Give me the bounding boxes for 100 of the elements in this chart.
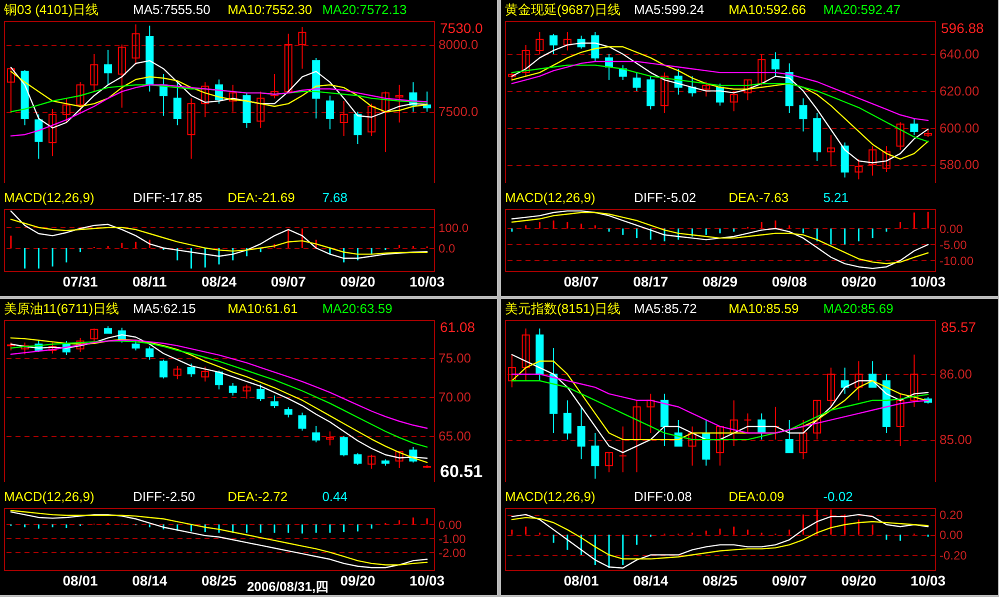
x-tick-label: 09/20 (340, 274, 376, 290)
candlestick (326, 95, 334, 130)
candlestick (48, 342, 57, 354)
candlestick (826, 367, 835, 408)
candlestick (896, 122, 904, 150)
candlestick (522, 328, 530, 382)
candlestick (813, 400, 822, 440)
candlestick (882, 146, 890, 172)
candlestick (201, 82, 210, 118)
line-series (10, 210, 428, 259)
chart-title: 美原油11(6711)日线 (4, 301, 120, 316)
series-label: DIFF:-2.50 (133, 489, 196, 504)
candlestick (90, 328, 98, 344)
candlestick (6, 66, 15, 114)
x-tick-label: 08/14 (132, 572, 168, 588)
x-tick-label: 08/01 (564, 572, 600, 588)
candlestick (368, 103, 376, 136)
text: MA5:599.24 (634, 2, 704, 17)
chart-title: MACD(12,26,9) (4, 489, 94, 504)
candlestick (660, 72, 669, 114)
candlestick (201, 366, 210, 382)
candlestick (758, 54, 766, 86)
x-tick-label: 08/25 (702, 572, 738, 588)
text: MA5:85.72 (634, 301, 697, 316)
x-tick-label: 09/20 (841, 572, 876, 588)
text: DEA:-21.69 (228, 190, 295, 205)
y-tick-label: -2.00 (438, 546, 466, 560)
candlestick (896, 393, 904, 447)
candlestick (688, 426, 696, 466)
chart-title: 黄金现延(9687)日线 (505, 2, 621, 17)
y-tick-label: 640.00 (940, 46, 980, 62)
line-series (511, 514, 929, 569)
candlestick (522, 44, 530, 77)
candlestick (563, 32, 572, 51)
candlestick (340, 100, 348, 136)
candlestick (256, 91, 265, 128)
x-tick-label: 08/07 (564, 274, 600, 290)
text: 60.51 (440, 462, 483, 481)
x-tick-label: 08/01 (62, 572, 98, 588)
candlestick (132, 340, 140, 351)
candlestick (118, 44, 126, 108)
y-tick-label: 0.00 (438, 518, 462, 532)
x-tick-label: 09/07 (270, 274, 306, 290)
candlestick (284, 406, 292, 418)
y-tick-label: -0.20 (940, 548, 968, 562)
x-tick-label: 10/03 (410, 572, 445, 588)
y-tick-label: 0.0 (438, 242, 456, 256)
y-tick-label: 8000.0 (438, 37, 478, 52)
y-tick-label: 100.0 (438, 220, 469, 235)
text: MA5:7555.50 (133, 2, 210, 17)
text: MA20:85.69 (823, 301, 894, 316)
candlestick (284, 33, 292, 94)
candlestick (744, 412, 752, 434)
series-label: 0.44 (322, 489, 348, 504)
text: 2006/08/31,四 (246, 579, 329, 594)
x-tick-label: 09/20 (841, 274, 876, 290)
candlestick (730, 90, 738, 112)
text: DEA:-2.72 (228, 489, 288, 504)
series-label: 5.21 (823, 190, 849, 205)
text: DIFF:0.08 (634, 489, 692, 504)
text: 85.57 (941, 319, 976, 335)
y-tick-label: 0.20 (940, 508, 964, 522)
y-tick-label: -10.00 (940, 254, 974, 268)
y-tick-label: -5.00 (940, 238, 968, 252)
candlestick (785, 419, 794, 454)
text: DIFF:-17.85 (133, 190, 202, 205)
x-tick-label: 09/20 (340, 572, 376, 588)
text: MA20:7572.13 (322, 2, 407, 17)
series-label: DIFF:-5.02 (634, 190, 696, 205)
candlestick (799, 98, 808, 132)
candlestick (256, 384, 265, 402)
candlestick (76, 337, 84, 352)
candlestick (854, 360, 863, 401)
candlestick (591, 32, 600, 62)
candlestick (799, 419, 808, 460)
text: 596.88 (941, 20, 984, 36)
candlestick (270, 74, 278, 99)
candlestick (354, 452, 362, 466)
x-tick-label: 09/08 (772, 274, 808, 290)
chart-title: 美元指数(8151)日线 (505, 301, 621, 316)
candlestick (605, 452, 614, 473)
line-series (511, 354, 929, 454)
y-tick-label: 65.00 (438, 428, 472, 444)
candlestick (160, 359, 168, 379)
candlestick (632, 400, 641, 473)
candlestick (910, 118, 918, 136)
candlestick (187, 98, 196, 160)
series-label: MA5:62.15 (133, 301, 196, 316)
candlestick (910, 354, 918, 408)
y-tick-label: -1.00 (438, 532, 466, 546)
candlestick (744, 79, 752, 101)
candlestick (840, 367, 849, 394)
candlestick (508, 354, 516, 388)
text: MA10:61.61 (228, 301, 298, 316)
y-tick-label: 620.00 (940, 83, 980, 98)
text: 61.08 (440, 319, 476, 335)
y-tick-label: 0.00 (940, 528, 964, 542)
candlestick (354, 111, 362, 145)
candlestick (76, 82, 84, 112)
y-tick-label: 580.00 (940, 157, 980, 172)
